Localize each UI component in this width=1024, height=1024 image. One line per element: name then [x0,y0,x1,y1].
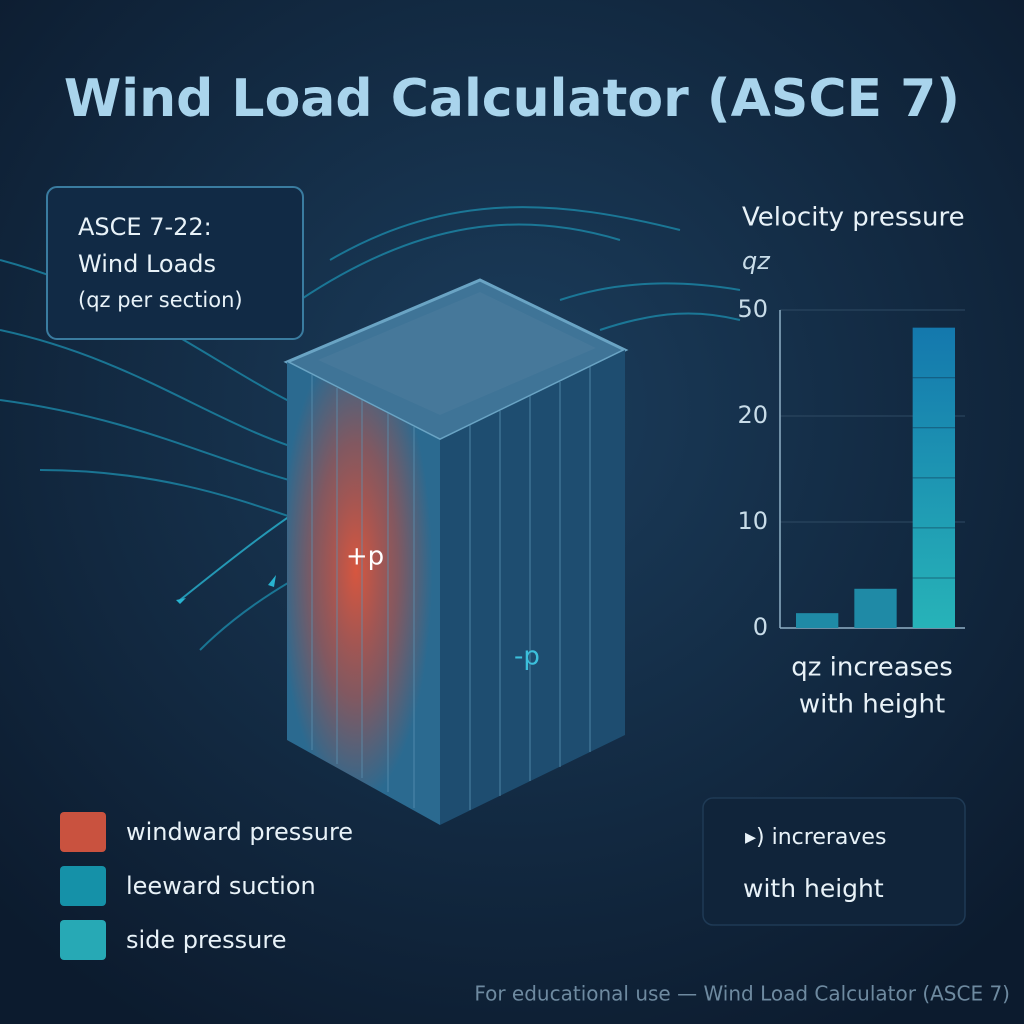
info-line: (qz per section) [78,288,243,312]
bar [854,588,897,628]
building [283,278,629,825]
legend-label: leeward suction [126,872,316,900]
leeward-label: -p [514,642,540,672]
footer: For educational use — Wind Load Calculat… [474,982,1010,1006]
axis-label: qz [742,247,771,275]
windward-label: +p [346,542,384,572]
legend-label: windward pressure [126,818,353,846]
note-line: with height [743,874,884,903]
chart-title: Velocity pressure [742,203,965,233]
legend-swatch [60,812,106,852]
y-tick-label: 0 [753,613,768,641]
bar [796,613,839,628]
note-line: ▸) increraves [745,825,886,850]
chart-caption: qz increases [791,653,953,683]
info-box [46,186,304,340]
arrow-head [176,598,186,604]
title: Wind Load Calculator (ASCE 7) [64,69,960,129]
chart-caption: with height [799,690,945,720]
y-tick-label: 50 [737,295,768,323]
y-tick-label: 20 [737,401,768,429]
arrow-head [268,575,276,587]
bar-chart: 0 10 20 50 [737,295,965,641]
legend-swatch [60,866,106,906]
y-tick-label: 10 [737,507,768,535]
info-line: ASCE 7-22: [78,213,212,241]
legend: windward pressure leeward suction side pre… [60,812,353,960]
note-box [702,797,966,926]
info-line: Wind Loads [78,250,216,278]
legend-swatch [60,920,106,960]
legend-label: side pressure [126,926,286,954]
